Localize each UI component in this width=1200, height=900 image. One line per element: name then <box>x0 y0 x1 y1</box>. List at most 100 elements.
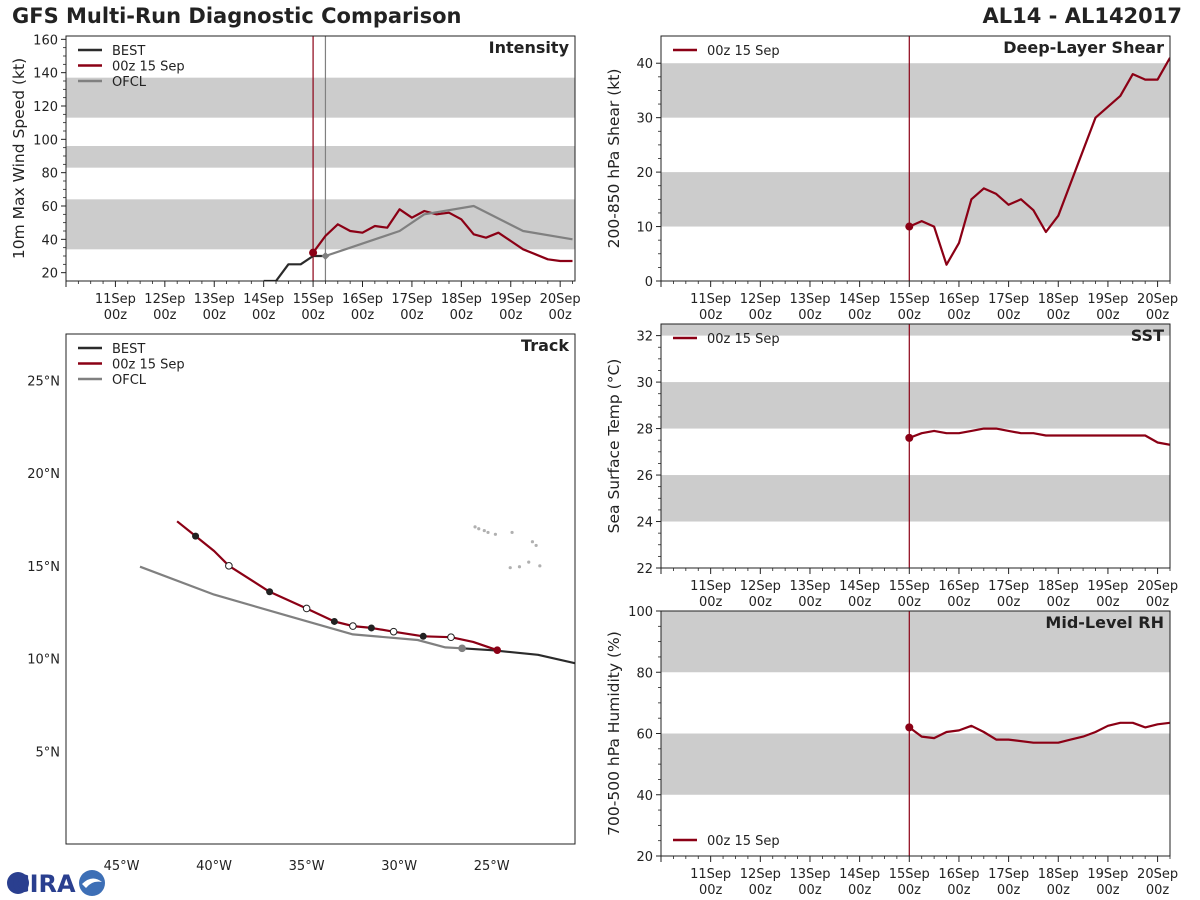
island-7 <box>508 566 512 570</box>
rh-band-0 <box>661 733 1170 795</box>
shear-xtick-hour-9: 00z <box>1146 308 1170 323</box>
shear-xtick-day-6: 17Sep <box>988 292 1029 307</box>
sst-marker-0 <box>905 433 914 442</box>
shear-ytick-label-4: 40 <box>636 57 653 72</box>
shear-xtick-hour-4: 00z <box>898 308 922 323</box>
rh-xtick-hour-7: 00z <box>1047 883 1071 898</box>
sst-ylabel: Sea Surface Temp (°C) <box>605 359 623 534</box>
sst-xtick-day-8: 19Sep <box>1087 579 1128 594</box>
track-legend-label-0: BEST <box>112 342 145 357</box>
intensity-series-best <box>263 254 326 281</box>
shear-band-1 <box>661 63 1170 118</box>
rh-xtick-day-6: 17Sep <box>988 867 1029 882</box>
rh-xtick-day-1: 12Sep <box>740 867 781 882</box>
sst-series-00z-15-sep <box>908 427 1170 446</box>
island-0 <box>473 525 477 529</box>
intensity-marker-0 <box>309 248 318 257</box>
intensity-ytick-label-6: 140 <box>33 67 58 82</box>
shear-ytick-label-2: 20 <box>636 166 653 181</box>
track-series-ofcl <box>139 565 463 650</box>
intensity-xtick-day-9: 20Sep <box>540 292 581 307</box>
track-xtick-label-3: 30°W <box>381 859 417 874</box>
shear-band-0 <box>661 172 1170 227</box>
sst-xtick-day-0: 11Sep <box>690 579 731 594</box>
rh-ytick-label-2: 60 <box>636 728 653 743</box>
shear-xtick-hour-5: 00z <box>947 308 971 323</box>
shear-marker-0 <box>905 222 914 231</box>
logo-text: CIRA <box>12 870 76 898</box>
sst-frame <box>660 323 1171 569</box>
sst-xtick-day-9: 20Sep <box>1137 579 1178 594</box>
track-legend-label-2: OFCL <box>112 373 147 388</box>
sst-xtick-hour-9: 00z <box>1146 595 1170 610</box>
rh-xtick-day-0: 11Sep <box>690 867 731 882</box>
intensity-series-00z-15-sep <box>312 208 573 263</box>
intensity-xtick-hour-0: 00z <box>104 308 128 323</box>
intensity-panel-title: Intensity <box>489 38 570 57</box>
shear-xtick-hour-0: 00z <box>699 308 723 323</box>
sst-xtick-hour-4: 00z <box>898 595 922 610</box>
sst-xtick-day-2: 13Sep <box>789 579 830 594</box>
shear-ytick-label-3: 30 <box>636 112 653 127</box>
track-series-best <box>462 647 575 665</box>
shear-xtick-hour-2: 00z <box>798 308 822 323</box>
shear-ytick-label-0: 0 <box>645 275 653 290</box>
sst-xtick-day-4: 15Sep <box>889 579 930 594</box>
sst-xtick-hour-1: 00z <box>749 595 773 610</box>
island-6 <box>534 543 538 548</box>
figure-title: GFS Multi-Run Diagnostic Comparison <box>12 4 462 28</box>
rh-panel-title: Mid-Level RH <box>1045 613 1164 632</box>
shear-ylabel: 200-850 hPa Shear (kt) <box>605 69 623 249</box>
rh-panel: 2040608010011Sep00z12Sep00z13Sep00z14Sep… <box>605 605 1178 898</box>
rh-xtick-day-8: 19Sep <box>1087 867 1128 882</box>
intensity-series-ofcl <box>325 204 573 258</box>
rh-xtick-day-3: 14Sep <box>839 867 880 882</box>
shear-xtick-hour-3: 00z <box>848 308 872 323</box>
sst-xtick-hour-5: 00z <box>947 595 971 610</box>
shear-xtick-hour-1: 00z <box>749 308 773 323</box>
intensity-ytick-label-1: 40 <box>41 233 58 248</box>
intensity-ylabel: 10m Max Wind Speed (kt) <box>10 58 28 259</box>
intensity-xtick-day-2: 13Sep <box>194 292 235 307</box>
intensity-xtick-hour-9: 00z <box>548 308 572 323</box>
shear-xtick-day-7: 18Sep <box>1038 292 1079 307</box>
logo-globe-icon <box>7 872 29 894</box>
track-ytick-label-1: 10°N <box>27 653 60 668</box>
shear-xtick-day-9: 20Sep <box>1137 292 1178 307</box>
shear-legend-label-0: 00z 15 Sep <box>707 44 780 59</box>
track-marker-8 <box>419 632 427 640</box>
rh-legend-label-0: 00z 15 Sep <box>707 834 780 849</box>
intensity-xtick-hour-2: 00z <box>203 308 227 323</box>
rh-xtick-day-5: 16Sep <box>938 867 979 882</box>
sst-ytick-label-5: 32 <box>636 330 653 345</box>
sst-ytick-label-2: 26 <box>636 469 653 484</box>
intensity-band-2 <box>66 77 575 118</box>
sst-ytick-label-1: 24 <box>636 516 653 531</box>
rh-xtick-day-4: 15Sep <box>889 867 930 882</box>
shear-xtick-day-3: 14Sep <box>839 292 880 307</box>
rh-xtick-hour-3: 00z <box>848 883 872 898</box>
track-marker-10 <box>458 644 466 653</box>
track-marker-3 <box>302 604 311 613</box>
shear-ytick-label-1: 10 <box>636 221 653 236</box>
intensity-xtick-hour-3: 00z <box>252 308 276 323</box>
island-4 <box>510 530 514 535</box>
intensity-marker-1 <box>321 252 330 260</box>
intensity-xtick-hour-5: 00z <box>351 308 375 323</box>
sst-xtick-hour-0: 00z <box>699 595 723 610</box>
sst-xtick-hour-2: 00z <box>798 595 822 610</box>
rh-xtick-day-2: 13Sep <box>789 867 830 882</box>
rh-ytick-label-1: 40 <box>636 789 653 804</box>
intensity-ytick-label-0: 20 <box>41 267 58 282</box>
shear-series-00z-15-sep <box>908 57 1170 266</box>
island-11 <box>482 528 486 533</box>
sst-ytick-label-4: 30 <box>636 376 653 391</box>
island-5 <box>530 540 535 544</box>
sst-band-2 <box>661 324 1170 336</box>
rh-xtick-hour-1: 00z <box>749 883 773 898</box>
intensity-band-1 <box>66 146 575 168</box>
sst-xtick-day-7: 18Sep <box>1038 579 1079 594</box>
intensity-xtick-day-4: 15Sep <box>293 292 334 307</box>
island-2 <box>486 530 490 535</box>
intensity-xtick-day-0: 11Sep <box>95 292 136 307</box>
